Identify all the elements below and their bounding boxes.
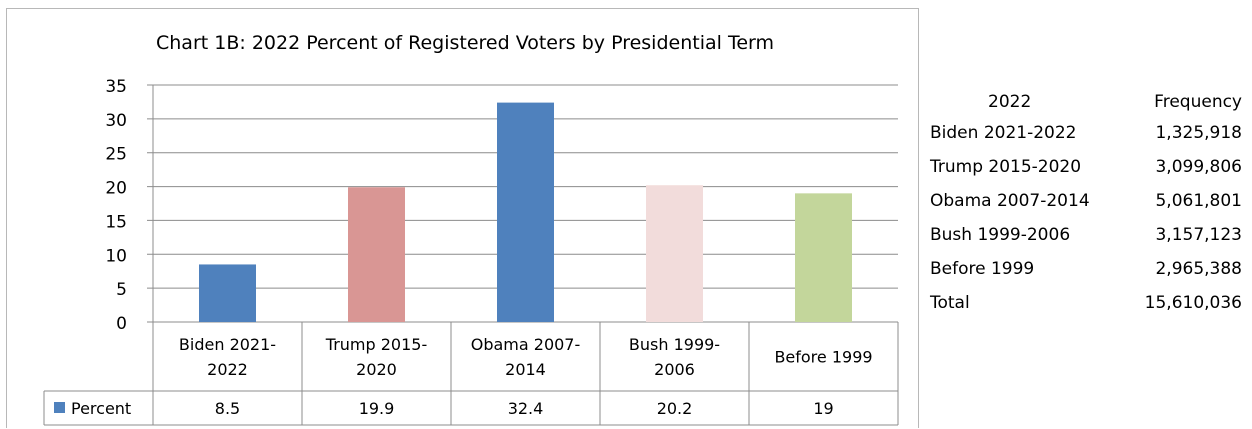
bar-chart: Chart 1B: 2022 Percent of Registered Vot… bbox=[43, 32, 899, 426]
y-axis: 0 5 10 15 20 25 30 35 bbox=[105, 77, 154, 425]
row-label: Biden 2021-2022 bbox=[930, 123, 1077, 143]
frequency-table: 2022 Frequency Biden 2021-2022 1,325,918… bbox=[930, 88, 1242, 320]
y-tick-label: 0 bbox=[116, 314, 127, 334]
table-row: Obama 2007-2014 5,061,801 bbox=[930, 184, 1242, 218]
x-category-label: Trump 2015-2020 bbox=[325, 335, 427, 379]
bar bbox=[199, 264, 256, 322]
x-category-label: Before 1999 bbox=[774, 348, 872, 367]
bar bbox=[348, 187, 405, 322]
row-label: Before 1999 bbox=[930, 259, 1035, 279]
year-header: 2022 bbox=[988, 92, 1032, 112]
chart-title: Chart 1B: 2022 Percent of Registered Vot… bbox=[156, 32, 774, 54]
data-label: 8.5 bbox=[215, 399, 240, 418]
table-row: Bush 1999-2006 3,157,123 bbox=[930, 218, 1242, 252]
row-label: Trump 2015-2020 bbox=[930, 157, 1082, 177]
legend-swatch bbox=[54, 402, 65, 413]
data-label: 20.2 bbox=[657, 399, 693, 418]
bar bbox=[646, 185, 703, 322]
row-value: 5,061,801 bbox=[1155, 191, 1242, 211]
bar bbox=[497, 102, 554, 322]
x-category-label: Bush 1999-2006 bbox=[629, 335, 720, 379]
data-label: 19.9 bbox=[359, 399, 395, 418]
y-tick-label: 35 bbox=[105, 77, 127, 97]
frequency-table-header: 2022 Frequency bbox=[930, 88, 1242, 116]
row-label: Bush 1999-2006 bbox=[930, 225, 1071, 245]
row-label: Obama 2007-2014 bbox=[930, 191, 1090, 211]
chart-frame bbox=[6, 8, 919, 428]
table-row: Biden 2021-2022 1,325,918 bbox=[930, 116, 1242, 150]
row-value: 3,157,123 bbox=[1155, 225, 1242, 245]
y-tick-label: 15 bbox=[105, 212, 127, 232]
bar bbox=[795, 193, 852, 322]
row-value: 3,099,806 bbox=[1155, 157, 1242, 177]
y-tick-label: 25 bbox=[105, 145, 127, 165]
y-tick-label: 5 bbox=[116, 280, 127, 300]
table-row: Trump 2015-2020 3,099,806 bbox=[930, 150, 1242, 184]
y-tick-label: 20 bbox=[105, 179, 127, 199]
row-value: 2,965,388 bbox=[1155, 259, 1242, 279]
data-label: 32.4 bbox=[508, 399, 544, 418]
y-tick-label: 30 bbox=[105, 111, 127, 131]
x-category-label: Obama 2007-2014 bbox=[471, 335, 581, 379]
row-label: Total bbox=[930, 293, 970, 313]
table-row: Before 1999 2,965,388 bbox=[930, 252, 1242, 286]
y-tick-label: 10 bbox=[105, 246, 127, 266]
x-category-label: Biden 2021-2022 bbox=[179, 335, 276, 379]
data-label: 19 bbox=[813, 399, 833, 418]
data-table: Biden 2021-2022 Trump 2015-2020 Obama 2007… bbox=[43, 322, 899, 426]
row-value: 15,610,036 bbox=[1144, 293, 1242, 313]
frequency-header: Frequency bbox=[1154, 92, 1242, 112]
legend-label: Percent bbox=[71, 399, 131, 418]
row-value: 1,325,918 bbox=[1155, 123, 1242, 143]
table-row-total: Total 15,610,036 bbox=[930, 286, 1242, 320]
bars bbox=[199, 102, 852, 322]
